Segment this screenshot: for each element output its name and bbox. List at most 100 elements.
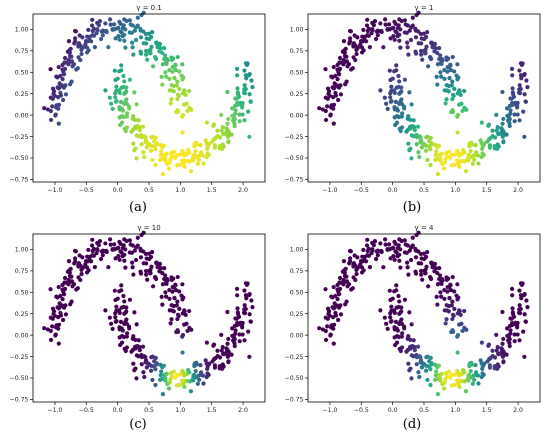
scatter-point (444, 57, 449, 63)
scatter-point (185, 328, 190, 334)
scatter-point (379, 249, 384, 255)
scatter-point (186, 148, 191, 153)
scatter-point (399, 305, 404, 310)
scatter-point (89, 23, 95, 28)
scatter-point (449, 163, 454, 168)
scatter-point (72, 261, 77, 266)
scatter-point (499, 129, 504, 135)
scatter-point (389, 99, 394, 104)
scatter-point (110, 326, 115, 331)
scatter-point (439, 74, 444, 79)
scatter-point (433, 153, 438, 158)
scatter-point (163, 70, 168, 75)
scatter-point (523, 319, 528, 324)
scatter-point (501, 336, 506, 342)
scatter-point (336, 292, 342, 297)
scatter-point (473, 142, 478, 148)
scatter-point (443, 321, 448, 326)
scatter-point (331, 284, 336, 290)
scatter-point (232, 103, 238, 109)
scatter-point (423, 368, 429, 373)
scatter-point (160, 50, 165, 56)
scatter-point (177, 152, 183, 157)
scatter-point (449, 109, 454, 115)
scatter-point (438, 158, 443, 163)
scatter-point (78, 57, 83, 63)
scatter-point (176, 93, 181, 98)
scatter-point (463, 389, 469, 394)
scatter-point (323, 67, 328, 72)
scatter-point (108, 22, 113, 27)
scatter-point (174, 329, 179, 335)
scatter-point (399, 238, 404, 244)
scatter-point (439, 294, 444, 299)
scatter-point (449, 329, 454, 335)
scatter-point (486, 343, 491, 348)
scatter-point (467, 144, 472, 149)
scatter-point (346, 282, 352, 287)
scatter-point (180, 130, 185, 135)
scatter-point (113, 315, 118, 320)
scatter-point (164, 371, 169, 376)
scatter-point (130, 243, 135, 248)
scatter-point (507, 123, 512, 129)
scatter-point (405, 260, 410, 265)
scatter-point (58, 313, 64, 318)
scatter-point (411, 118, 416, 123)
x-tick-label: −0.5 (79, 187, 94, 194)
scatter-point (439, 281, 444, 286)
scatter-point (133, 337, 138, 342)
scatter-point (405, 23, 410, 28)
scatter-point (344, 79, 349, 84)
scatter-point (130, 40, 135, 45)
scatter-point (409, 102, 414, 107)
scatter-point (398, 348, 403, 354)
scatter-point (407, 90, 412, 95)
scatter-point (381, 265, 386, 270)
y-tick-label: −0.25 (285, 134, 304, 141)
scatter-point (244, 76, 249, 81)
scatter-point (143, 354, 148, 360)
scatter-point (389, 304, 394, 309)
scatter-point (413, 255, 419, 260)
scatter-point (487, 365, 493, 370)
x-tick-label: 0.5 (419, 187, 429, 194)
scatter-point (414, 12, 419, 18)
scatter-point (186, 368, 191, 373)
scatter-point (112, 288, 117, 293)
scatter-point (249, 298, 254, 303)
scatter-point (169, 277, 174, 283)
scatter-point (342, 270, 347, 275)
scatter-point (168, 101, 173, 106)
scatter-point (75, 286, 80, 291)
scatter-point (134, 102, 139, 107)
scatter-point (171, 309, 176, 314)
scatter-point (175, 316, 180, 322)
scatter-point (450, 96, 455, 102)
y-tick-label: 0.00 (290, 332, 304, 339)
scatter-point (519, 282, 525, 288)
scatter-point (435, 302, 440, 307)
scatter-point (388, 315, 393, 320)
scatter-point (522, 134, 527, 139)
scatter-point (211, 123, 216, 128)
scatter-point (455, 378, 460, 383)
scatter-point (80, 35, 85, 40)
scatter-point (71, 62, 77, 67)
scatter-point (119, 120, 125, 125)
scatter-point (398, 27, 403, 32)
scatter-point (384, 321, 389, 326)
chart-title: γ = 0.1 (136, 4, 162, 12)
scatter-point (60, 297, 65, 302)
scatter-point (119, 250, 124, 255)
scatter-point (448, 288, 453, 293)
scatter-point (180, 378, 185, 383)
scatter-point (192, 144, 197, 149)
scatter-point (69, 54, 74, 59)
scatter-point (112, 22, 117, 27)
scatter-point (69, 274, 74, 279)
scatter-point (104, 249, 109, 255)
scatter-point (415, 344, 421, 349)
scatter-point (224, 346, 229, 351)
scatter-point (499, 346, 504, 351)
